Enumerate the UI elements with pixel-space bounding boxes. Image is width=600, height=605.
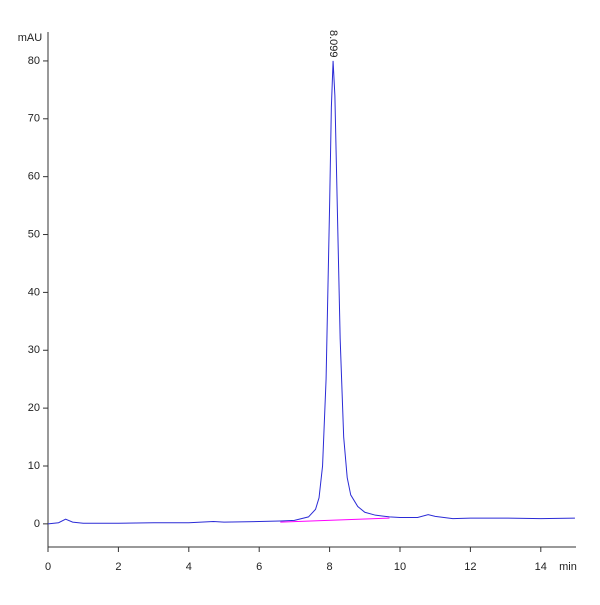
y-tick-label: 50 bbox=[28, 228, 40, 240]
x-tick-label: 0 bbox=[45, 561, 51, 573]
y-tick-label: 20 bbox=[28, 402, 40, 414]
baseline bbox=[280, 517, 390, 523]
x-tick-label: 12 bbox=[464, 561, 476, 573]
signal-trace bbox=[47, 60, 575, 525]
x-axis-label: min bbox=[559, 561, 577, 573]
peak-label: 8.099 bbox=[327, 30, 339, 58]
y-tick-label: 0 bbox=[34, 518, 40, 530]
x-tick-label: 8 bbox=[327, 561, 333, 573]
y-tick-label: 40 bbox=[28, 286, 40, 298]
y-tick-label: 30 bbox=[28, 344, 40, 356]
x-tick-label: 4 bbox=[186, 561, 192, 573]
y-tick-label: 70 bbox=[28, 113, 40, 125]
x-tick-label: 6 bbox=[256, 561, 262, 573]
x-tick-label: 10 bbox=[394, 561, 406, 573]
y-tick-label: 60 bbox=[28, 171, 40, 183]
x-tick-label: 2 bbox=[115, 561, 121, 573]
y-tick-label: 80 bbox=[28, 55, 40, 67]
y-axis-label: mAU bbox=[18, 32, 43, 44]
x-tick-label: 14 bbox=[535, 561, 547, 573]
y-tick-label: 10 bbox=[28, 460, 40, 472]
